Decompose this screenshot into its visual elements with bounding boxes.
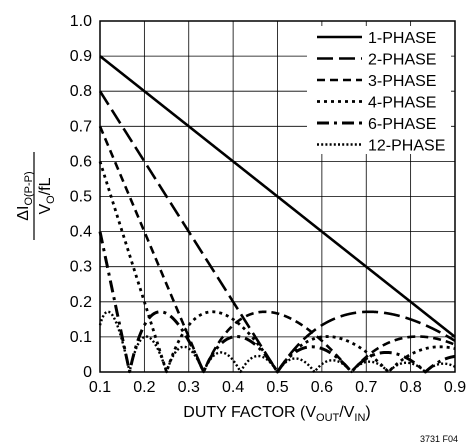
legend-label: 3-PHASE bbox=[368, 73, 436, 90]
y-tick-label: 0.8 bbox=[70, 83, 92, 100]
y-tick-label: 1.0 bbox=[70, 13, 92, 30]
x-axis-title: DUTY FACTOR (VOUT/VIN) bbox=[183, 404, 370, 424]
x-tick-label: 0.9 bbox=[444, 379, 466, 396]
svg-text:VO/fL: VO/fL bbox=[37, 177, 57, 214]
figure-footnote: 3731 F04 bbox=[420, 434, 458, 444]
y-tick-label: 0.1 bbox=[70, 329, 92, 346]
x-tick-label: 0.8 bbox=[400, 379, 422, 396]
y-tick-label: 0.7 bbox=[70, 118, 92, 135]
legend-label: 6-PHASE bbox=[368, 116, 436, 133]
y-tick-labels: 0 0.1 0.2 0.3 0.4 0.5 0.6 0.7 0.8 0.9 1.0 bbox=[70, 13, 92, 381]
y-tick-label: 0.3 bbox=[70, 259, 92, 276]
x-tick-label: 0.3 bbox=[178, 379, 200, 396]
legend-box bbox=[307, 26, 451, 154]
y-axis-title: ΔIO(P-P) VO/fL bbox=[15, 152, 57, 240]
y-tick-label: 0.2 bbox=[70, 294, 92, 311]
y-tick-label: 0.6 bbox=[70, 153, 92, 170]
x-tick-label: 0.1 bbox=[89, 379, 111, 396]
x-tick-labels: 0.1 0.2 0.3 0.4 0.5 0.6 0.7 0.8 0.9 bbox=[89, 379, 466, 396]
series-line-3-phase bbox=[98, 125, 457, 374]
y-tick-label: 0 bbox=[83, 364, 92, 381]
legend-label: 2-PHASE bbox=[368, 52, 436, 69]
x-tick-label: 0.6 bbox=[311, 379, 333, 396]
legend-label: 4-PHASE bbox=[368, 95, 436, 112]
y-tick-label: 0.4 bbox=[70, 224, 92, 241]
y-tick-label: 0.9 bbox=[70, 48, 92, 65]
x-tick-label: 0.7 bbox=[355, 379, 377, 396]
legend-label: 12-PHASE bbox=[368, 138, 445, 155]
x-tick-label: 0.5 bbox=[266, 379, 288, 396]
x-tick-label: 0.4 bbox=[222, 379, 244, 396]
legend-label: 1-PHASE bbox=[368, 30, 436, 47]
legend: 1-PHASE 2-PHASE 3-PHASE 4-PHASE 6-PHASE 12-PH… bbox=[307, 26, 451, 155]
series-line-1-phase bbox=[98, 54, 457, 339]
plot-frame bbox=[99, 20, 456, 373]
y-tick-label: 0.5 bbox=[70, 189, 92, 206]
x-tick-label: 0.2 bbox=[133, 379, 155, 396]
svg-text:ΔIO(P-P): ΔIO(P-P) bbox=[15, 171, 35, 220]
